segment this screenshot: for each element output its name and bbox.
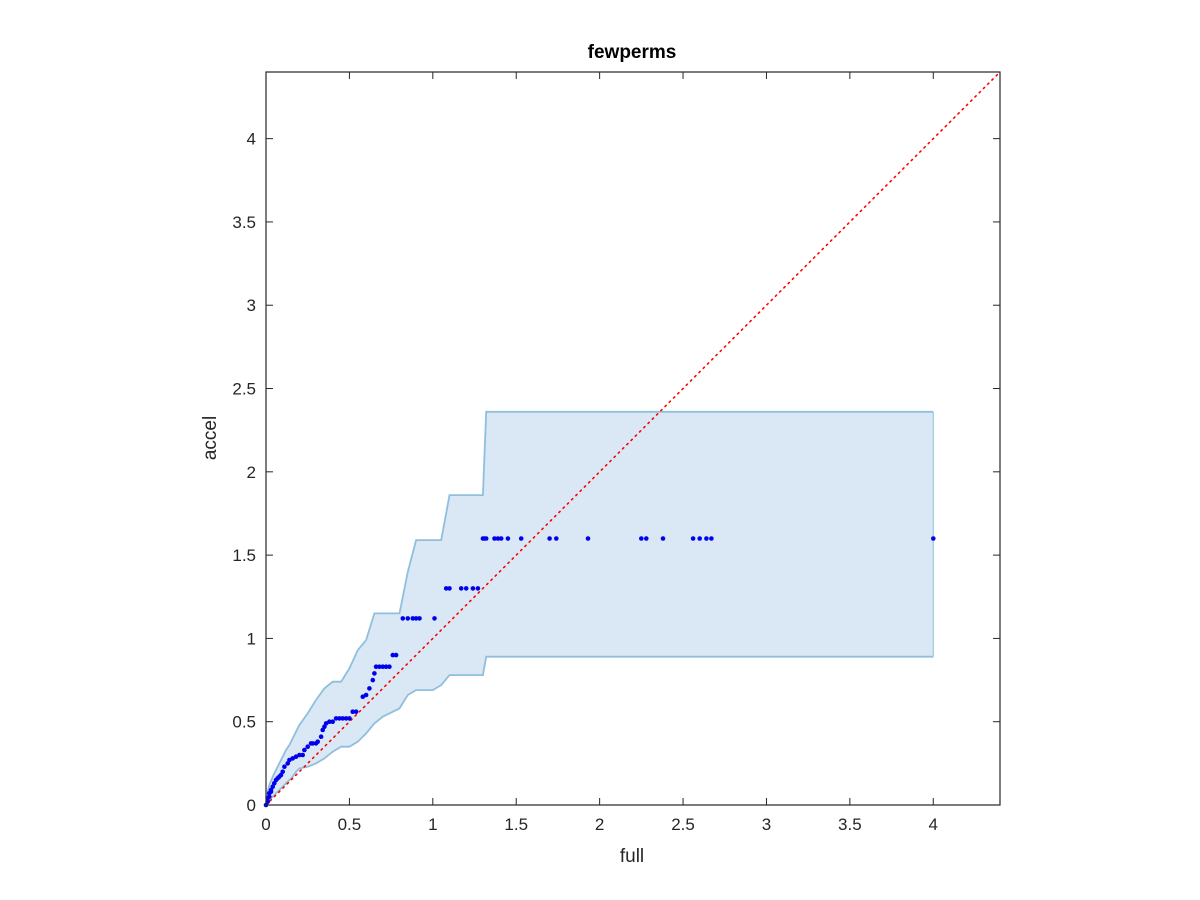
data-point: [330, 719, 336, 724]
data-point: [327, 719, 332, 724]
data-point: [432, 616, 437, 621]
data-point: [405, 616, 411, 621]
data-point: [400, 616, 406, 621]
data-point: [495, 536, 501, 541]
data-point: [410, 616, 416, 621]
data-point: [443, 586, 449, 591]
y-tick-label: 4: [247, 130, 256, 149]
data-point: [383, 664, 389, 669]
data-point: [377, 664, 382, 669]
y-tick-label: 3: [247, 296, 256, 315]
data-point: [554, 536, 559, 541]
data-point: [310, 741, 316, 746]
x-tick-label: 1: [428, 815, 437, 834]
data-point: [353, 709, 359, 714]
data-point: [333, 716, 339, 721]
confidence-band-layer: [265, 410, 934, 806]
data-point: [709, 536, 714, 541]
y-tick-label: 0: [247, 796, 256, 815]
y-tick-label: 0.5: [232, 713, 256, 732]
data-point: [297, 752, 302, 758]
y-tick-label: 1.5: [232, 546, 256, 565]
data-point: [547, 536, 552, 541]
data-point: [363, 692, 369, 698]
data-point: [305, 744, 311, 749]
chart-title: fewperms: [588, 42, 677, 63]
y-tick-label: 3.5: [232, 213, 256, 232]
data-point: [690, 536, 696, 541]
band-upper-edge: [265, 410, 934, 806]
data-point: [367, 686, 372, 691]
data-point: [697, 536, 702, 541]
data-point: [417, 616, 422, 621]
x-tick-label: 2: [595, 815, 604, 834]
data-point: [390, 652, 396, 658]
data-point: [931, 536, 936, 541]
data-point: [644, 536, 649, 541]
data-points-layer: [263, 536, 936, 808]
data-point: [413, 616, 419, 621]
data-point: [318, 734, 324, 739]
data-point: [343, 716, 349, 721]
data-point: [475, 586, 481, 591]
data-point: [293, 754, 299, 759]
data-point: [660, 536, 666, 541]
data-point: [387, 664, 392, 669]
x-tick-label: 4: [929, 815, 938, 834]
x-tick-label: 3.5: [838, 815, 862, 834]
y-tick-label: 2.5: [232, 380, 256, 399]
y-axis-label: accel: [200, 416, 221, 460]
y-tick-label: 1: [247, 629, 256, 648]
data-point: [282, 764, 287, 769]
data-point: [347, 716, 352, 721]
data-point: [380, 664, 386, 669]
band-fill: [266, 411, 934, 805]
reference-diagonal-line: [265, 71, 1001, 806]
data-point: [463, 586, 469, 591]
data-point: [280, 769, 286, 774]
data-point: [337, 716, 342, 721]
data-point: [639, 536, 644, 541]
data-point: [350, 709, 356, 714]
data-point: [505, 536, 511, 541]
data-point: [492, 536, 497, 541]
data-point: [340, 716, 346, 721]
data-point: [285, 761, 291, 766]
x-tick-label: 0: [261, 815, 270, 834]
axes-box: [265, 71, 1001, 806]
band-lower-edge: [265, 655, 934, 806]
data-point: [373, 664, 379, 669]
data-point: [393, 652, 399, 658]
x-tick-label: 2.5: [671, 815, 695, 834]
data-point: [518, 536, 524, 541]
x-axis-label: full: [620, 846, 644, 867]
data-point: [498, 536, 504, 541]
data-point: [704, 536, 709, 541]
data-point: [372, 671, 377, 676]
data-point: [267, 794, 272, 799]
x-tick-label: 1.5: [504, 815, 528, 834]
data-point: [458, 586, 464, 591]
data-point: [470, 586, 476, 591]
axes-layer: 0 0.5 1 1.5 2 2.5 3 3.5 4 0 0.5 1 1.5 2 2.5 3 3.5 4: [232, 71, 1001, 834]
data-point: [315, 739, 321, 744]
data-point: [300, 752, 306, 758]
y-tick-label: 2: [247, 463, 256, 482]
x-tick-label: 0.5: [338, 815, 362, 834]
data-point: [302, 747, 307, 753]
data-point: [370, 677, 376, 683]
x-tick-label: 3: [762, 815, 771, 834]
reference-line-layer: [265, 71, 1001, 806]
data-point: [483, 536, 489, 541]
data-point: [585, 536, 591, 541]
data-point: [447, 586, 452, 591]
